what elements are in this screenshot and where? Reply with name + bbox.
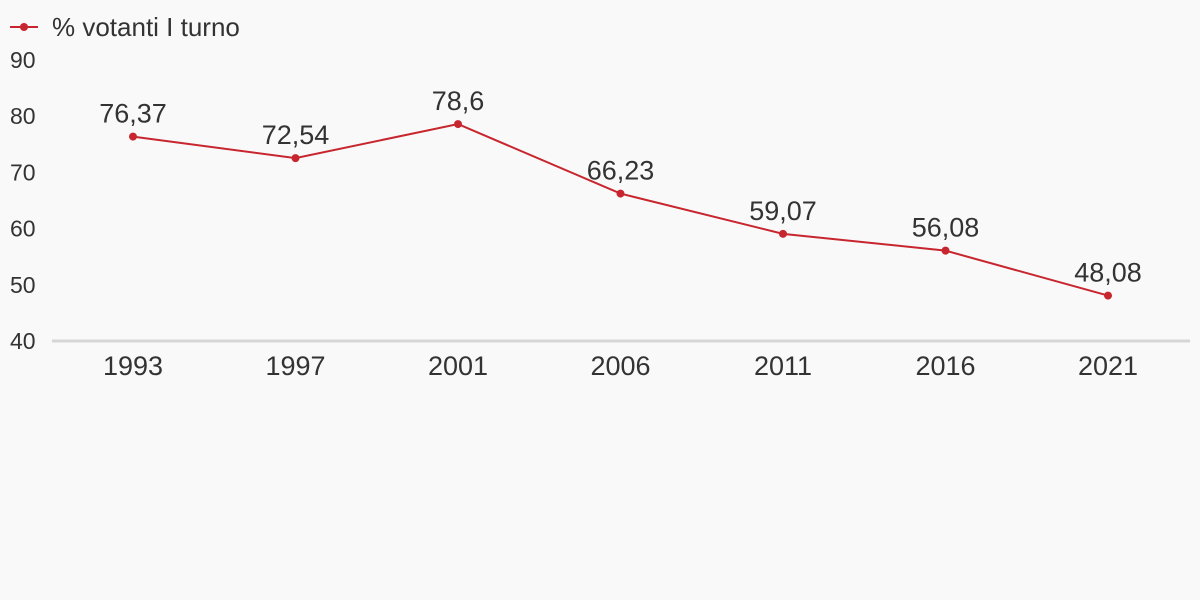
- x-tick-label: 2021: [1078, 351, 1138, 381]
- data-label: 66,23: [587, 156, 655, 186]
- data-label: 76,37: [99, 99, 167, 129]
- x-tick-label: 1997: [265, 351, 325, 381]
- data-point: [1104, 291, 1112, 300]
- x-axis-ticks: 1993 1997 2001 2006 2011 2016 2021: [103, 351, 1138, 381]
- data-point: [779, 229, 787, 238]
- x-tick-label: 2016: [915, 351, 975, 381]
- x-tick-label: 2001: [428, 351, 488, 381]
- data-labels: 76,37 72,54 78,6 66,23 59,07 56,08 48,08: [99, 86, 1142, 288]
- data-point: [129, 132, 137, 141]
- data-points: [129, 120, 1112, 300]
- legend-marker: [20, 23, 28, 31]
- y-tick-label: 40: [10, 328, 36, 354]
- y-tick-label: 90: [10, 47, 36, 73]
- data-label: 72,54: [262, 120, 330, 150]
- legend-label: % votanti I turno: [52, 12, 240, 42]
- x-tick-label: 1993: [103, 351, 163, 381]
- legend: % votanti I turno: [10, 12, 240, 42]
- y-axis-ticks: 40 50 60 70 80 90: [10, 47, 36, 354]
- x-tick-label: 2011: [754, 351, 812, 381]
- x-tick-label: 2006: [590, 351, 650, 381]
- data-label: 48,08: [1074, 258, 1142, 288]
- y-tick-label: 70: [10, 159, 36, 185]
- data-point: [616, 189, 625, 198]
- data-point: [454, 120, 462, 129]
- data-label: 59,07: [749, 196, 817, 226]
- data-point: [941, 246, 950, 255]
- y-tick-label: 50: [10, 272, 36, 298]
- y-tick-label: 60: [10, 216, 36, 242]
- data-label: 78,6: [432, 86, 485, 116]
- y-tick-label: 80: [10, 103, 36, 129]
- data-label: 56,08: [912, 213, 980, 243]
- data-point: [291, 154, 300, 163]
